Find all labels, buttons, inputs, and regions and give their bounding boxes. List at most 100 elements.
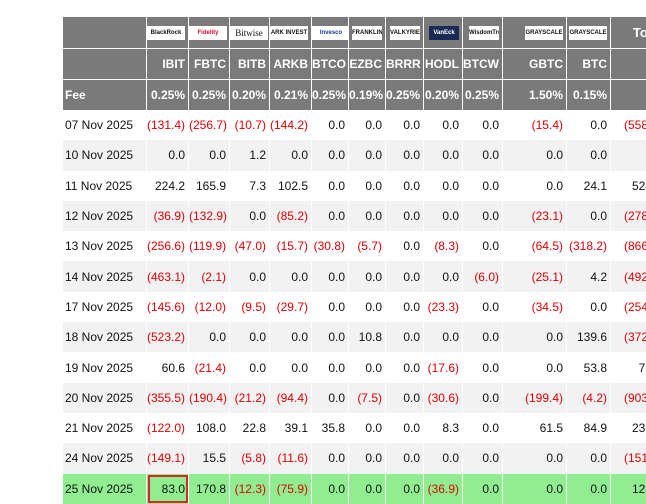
total-header: Total [611, 17, 646, 49]
date-cell: 10 Nov 2025 [63, 140, 147, 171]
flow-value-cell: 0.0 [424, 443, 463, 474]
flow-value-cell: 24.1 [567, 170, 611, 201]
fee-cell: 0.20% [230, 80, 270, 110]
flow-value-cell: 0.0 [424, 140, 463, 171]
flow-value-cell: 0.0 [386, 261, 424, 292]
date-cell: 14 Nov 2025 [63, 261, 147, 292]
total-value-cell: 524.0 [611, 170, 646, 201]
total-value-cell: (151.0) [611, 443, 646, 474]
flow-value-cell: (256.6) [147, 231, 189, 262]
issuer-logo-cell: FRANKLIN TEMPLETON [349, 17, 386, 49]
flow-value-cell: 0.0 [386, 110, 424, 141]
ticker-cell: EZBC [349, 49, 386, 80]
flow-value-cell: (10.7) [230, 110, 270, 141]
table-row: 14 Nov 2025 (463.1) (2.1) 0.0 0.0 0.0 0.0 0.0 0.… [63, 261, 646, 292]
franklin-logo-icon: FRANKLIN TEMPLETON [352, 25, 382, 40]
flow-value-cell: 0.0 [230, 322, 270, 353]
flow-value-cell: 0.0 [230, 352, 270, 383]
total-value-cell: (254.6) [611, 291, 646, 323]
issuer-logo-cell: WisdomTree [463, 17, 503, 49]
issuer-logo-cell: ARK INVEST [270, 17, 312, 49]
table-header: BlackRock Fidelity Bitwise ARK INVEST In… [63, 17, 646, 110]
date-cell: 07 Nov 2025 [63, 110, 147, 141]
ticker-cell: FBTC [189, 49, 230, 80]
ticker-cell: BTC [567, 49, 611, 80]
fee-cell: 0.15% [567, 80, 611, 110]
flow-value-cell: 0.0 [386, 443, 424, 474]
flow-value-cell: 0.0 [463, 110, 503, 141]
flow-value-cell: (15.4) [503, 110, 567, 141]
flow-value-cell: 0.0 [424, 322, 463, 353]
flow-value-cell: 0.0 [312, 352, 349, 383]
issuer-logo-cell: GRAYSCALE [567, 17, 611, 49]
ticker-cell: BTCW [463, 49, 503, 80]
flow-value-cell: 170.8 [189, 473, 230, 504]
flow-value-cell: 0.0 [349, 110, 386, 141]
flow-value-cell: (149.1) [147, 443, 189, 474]
flow-value-cell: (4.2) [567, 382, 611, 413]
flow-value-cell: 0.0 [463, 443, 503, 474]
flow-value-cell: 0.0 [270, 352, 312, 383]
flow-value-cell: 0.0 [503, 322, 567, 353]
flow-value-cell: 0.0 [349, 352, 386, 383]
flow-value-cell: 0.0 [270, 261, 312, 292]
flow-value-cell: 102.5 [270, 170, 312, 201]
flow-value-cell: 0.0 [463, 291, 503, 323]
wisdomtree-logo-icon: WisdomTree [469, 25, 499, 40]
issuer-logo-cell: Bitwise [230, 17, 270, 49]
flow-value-cell: 0.0 [463, 412, 503, 444]
table-row: 07 Nov 2025 (131.4) (256.7) (10.7) (144.2) 0.… [63, 110, 646, 141]
flow-value-cell: 0.0 [349, 412, 386, 444]
total-value-cell: 75.4 [611, 352, 646, 383]
flow-value-cell: (47.0) [230, 231, 270, 262]
flow-value-cell: 0.0 [349, 443, 386, 474]
flow-value-cell: 0.0 [567, 473, 611, 504]
fee-cell: 0.19% [349, 80, 386, 110]
flow-value-cell: 0.0 [386, 291, 424, 323]
logo-row: BlackRock Fidelity Bitwise ARK INVEST In… [63, 17, 646, 49]
flow-value-cell: 0.0 [270, 322, 312, 353]
table-row: 11 Nov 2025 224.2 165.9 7.3 102.5 0.0 0.0 0.0 0.… [63, 170, 646, 201]
flow-value-cell: (122.0) [147, 412, 189, 444]
flow-value-cell: 35.8 [312, 412, 349, 444]
fee-label: Fee [63, 80, 147, 110]
table-row: 24 Nov 2025 (149.1) 15.5 (5.8) (11.6) 0.0 0.0 0… [63, 443, 646, 474]
flow-value-cell: (85.2) [270, 200, 312, 232]
fee-total-blank [611, 80, 646, 110]
table-row: 19 Nov 2025 60.6 (21.4) 0.0 0.0 0.0 0.0 0.0 (17.… [63, 352, 646, 383]
flow-value-cell: (12.0) [189, 291, 230, 323]
flow-value-cell: 0.0 [189, 322, 230, 353]
flow-value-cell: (8.3) [424, 231, 463, 262]
date-cell: 20 Nov 2025 [63, 382, 147, 413]
flow-value-cell: 0.0 [463, 473, 503, 504]
issuer-logo-cell: Invesco [312, 17, 349, 49]
fee-cell: 0.25% [312, 80, 349, 110]
flow-value-cell: 0.0 [567, 140, 611, 171]
flow-value-cell: (7.5) [349, 382, 386, 413]
ticker-row: IBIT FBTC BITB ARKB BTCO EZBC BRRR HODL BTCW GBTC… [63, 49, 646, 80]
flow-value-cell: 7.3 [230, 170, 270, 201]
fee-cell: 0.25% [386, 80, 424, 110]
ticker-cell: IBIT [147, 49, 189, 80]
flow-value-cell: 0.0 [386, 140, 424, 171]
flow-value-cell: (145.6) [147, 291, 189, 323]
issuer-logo-cell: BlackRock [147, 17, 189, 49]
flow-value-cell: 22.8 [230, 412, 270, 444]
flow-value-cell: (94.4) [270, 382, 312, 413]
flow-value-cell: 0.0 [567, 200, 611, 232]
flow-value-cell: 61.5 [503, 412, 567, 444]
valkyrie-logo-icon: VALKYRIE [390, 25, 420, 40]
fidelity-logo-icon: Fidelity [189, 25, 227, 40]
flow-value-cell: (6.0) [463, 261, 503, 292]
flow-value-cell: 0.0 [463, 382, 503, 413]
flow-value-cell: 224.2 [147, 170, 189, 201]
flow-value-cell: 108.0 [189, 412, 230, 444]
total-value-cell: (278.1) [611, 200, 646, 232]
flow-value-cell: 0.0 [230, 261, 270, 292]
flow-value-cell: 10.8 [349, 322, 386, 353]
ticker-cell: BRRR [386, 49, 424, 80]
date-cell: 13 Nov 2025 [63, 231, 147, 262]
flow-value-cell: 0.0 [312, 170, 349, 201]
flow-value-cell: 0.0 [312, 291, 349, 323]
issuer-logo-cell: Fidelity [189, 17, 230, 49]
